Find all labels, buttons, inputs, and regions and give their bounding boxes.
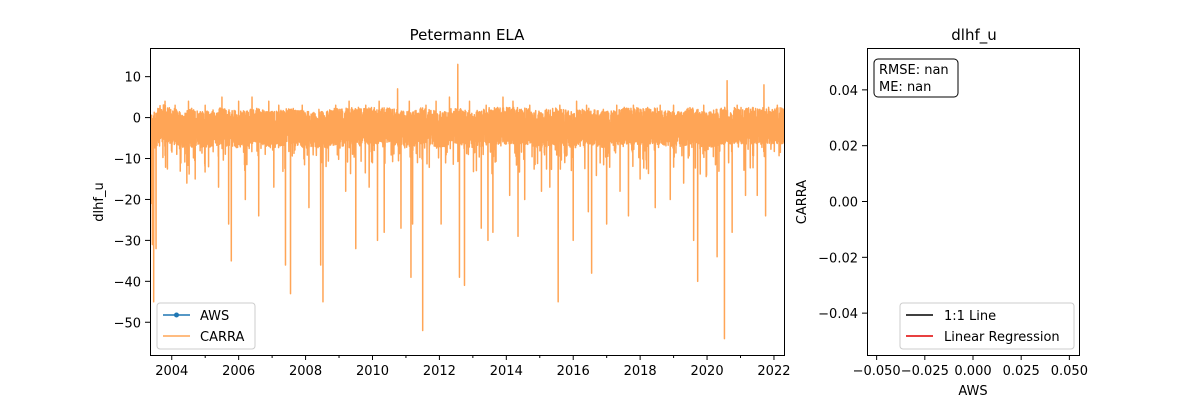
timeseries-x-tick-label: 2020	[691, 364, 724, 379]
scatter-y-tick-label: 0.04	[829, 84, 858, 99]
timeseries-legend: AWS CARRA	[156, 302, 256, 350]
legend-aws-marker	[174, 312, 179, 318]
timeseries-plot-area	[150, 63, 784, 340]
legend-one-to-one-label: 1:1 Line	[944, 309, 996, 324]
timeseries-y-tick-label: 0	[133, 112, 141, 127]
scatter-x-axis-label: AWS	[958, 384, 987, 399]
scatter-y-tick-label: −0.04	[818, 307, 858, 322]
stats-box	[873, 58, 959, 98]
timeseries-y-axis: 10 0 −10 −20 −30 −40 −50	[114, 71, 150, 331]
legend-carra-label: CARRA	[200, 330, 245, 345]
scatter-x-tick-label: −0.050	[853, 364, 901, 379]
scatter-x-tick-label: −0.025	[901, 364, 949, 379]
timeseries-x-tick-label: 2014	[490, 364, 523, 379]
timeseries-y-tick-label: 10	[124, 71, 141, 86]
scatter-x-axis: −0.050 −0.025 0.000 0.025 0.050	[853, 355, 1088, 379]
timeseries-x-tick-label: 2016	[557, 364, 590, 379]
scatter-title: dlhf_u	[951, 26, 996, 45]
timeseries-x-tick-label: 2022	[757, 364, 790, 379]
stats-annotation: RMSE: nan ME: nan	[873, 58, 959, 98]
timeseries-y-axis-label: dlhf_u	[92, 182, 107, 221]
scatter-x-tick-label: 0.025	[1003, 364, 1040, 379]
scatter-legend-box	[899, 302, 1075, 350]
scatter-y-axis-label: CARRA	[795, 180, 810, 225]
scatter-y-tick-label: 0.02	[829, 140, 858, 155]
timeseries-panel: Petermann ELA 2004 2006 2008 2010 2012 2014 20…	[92, 26, 791, 379]
scatter-legend: 1:1 Line Linear Regression	[899, 302, 1075, 350]
timeseries-y-tick-label: −10	[114, 153, 141, 168]
scatter-x-tick-label: 0.050	[1051, 364, 1088, 379]
timeseries-x-axis: 2004 2006 2008 2010 2012 2014 2016 2018 2020 2022	[155, 355, 791, 379]
timeseries-y-tick-label: −50	[114, 316, 141, 331]
timeseries-y-tick-label: −20	[114, 193, 141, 208]
carra-series-line	[150, 63, 784, 340]
legend-regression-label: Linear Regression	[944, 330, 1060, 345]
timeseries-x-tick-label: 2006	[222, 364, 255, 379]
timeseries-y-tick-label: −30	[114, 234, 141, 249]
timeseries-x-tick-label: 2008	[289, 364, 322, 379]
timeseries-x-tick-label: 2010	[356, 364, 389, 379]
timeseries-frame	[150, 48, 785, 356]
timeseries-x-tick-label: 2004	[155, 364, 188, 379]
timeseries-title: Petermann ELA	[410, 26, 526, 44]
stats-rmse: RMSE: nan	[879, 63, 949, 78]
timeseries-x-tick-label: 2012	[423, 364, 456, 379]
timeseries-x-tick-label: 2018	[624, 364, 657, 379]
scatter-panel: dlhf_u −0.050 −0.025 0.000 0.025 0.050 0.040…	[795, 26, 1088, 399]
scatter-y-tick-label: −0.02	[818, 251, 858, 266]
scatter-y-tick-label: 0.00	[829, 196, 858, 211]
stats-me: ME: nan	[879, 80, 931, 95]
scatter-x-tick-label: 0.000	[954, 364, 991, 379]
scatter-y-axis: 0.04 0.02 0.00 −0.02 −0.04	[818, 84, 867, 322]
timeseries-y-tick-label: −40	[114, 275, 141, 290]
legend-aws-label: AWS	[200, 309, 229, 324]
